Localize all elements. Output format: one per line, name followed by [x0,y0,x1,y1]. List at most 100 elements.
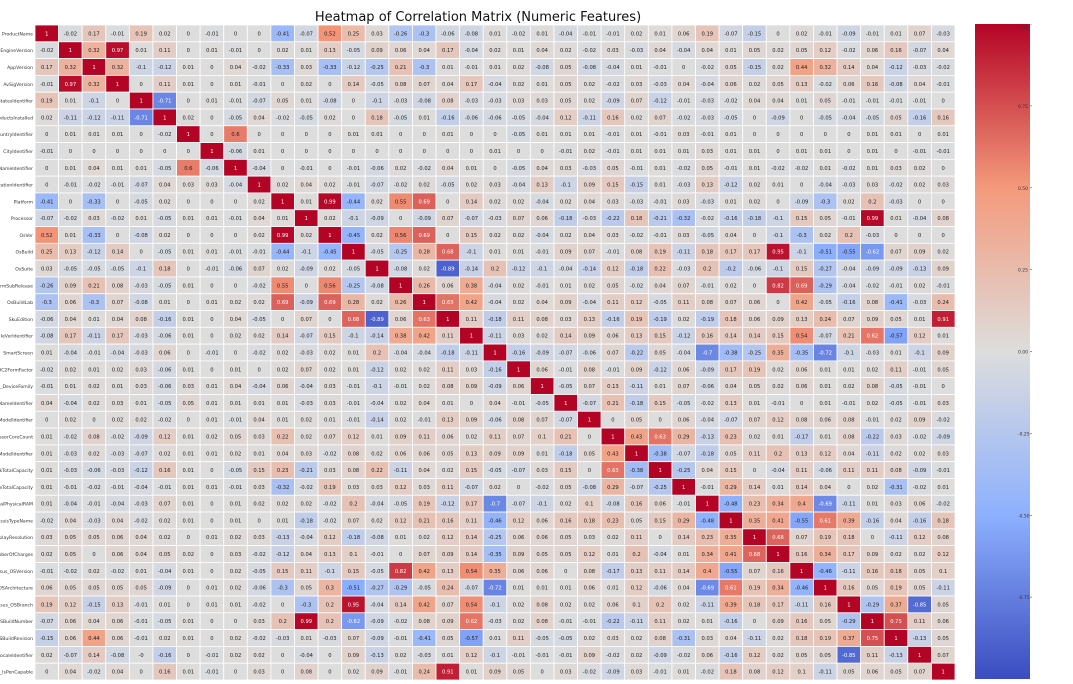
cell-value-label: 0 [328,670,331,676]
cell-value-label: -0.1 [348,216,358,222]
cell-value-label: -0.3 [42,300,52,306]
cell-value-label: 0 [423,132,426,138]
cell-value-label: -0.09 [370,216,383,222]
cell-value-label: 0.16 [607,115,619,121]
cell-value-label: 0 [847,132,850,138]
cell-value-label: -0.04 [819,183,833,189]
cell-value-label: -0.7 [702,351,712,357]
cell-value-label: -0.16 [488,367,501,373]
cell-value-label: -0.02 [677,166,690,172]
cell-value-label: -0.01 [465,65,478,71]
cell-value-label: 0.03 [678,132,690,138]
cell-value-label: 0.01 [183,82,195,88]
cell-value-label: -0.22 [606,619,619,625]
cell-value-label: -0.1 [773,216,783,222]
cell-value-label: 0 [163,149,166,155]
cell-value-label: 0.07 [937,653,949,659]
cell-value-label: -0.1 [773,267,783,273]
cell-value-label: -0.07 [724,31,737,37]
cell-value-label: -0.01 [347,418,360,424]
cell-value-label: 1 [69,48,72,54]
cell-value-label: 0.01 [253,149,265,155]
cell-value-label: 0.01 [65,166,77,172]
cell-value-label: 0.07 [725,300,737,306]
cell-value-label: 0.05 [442,451,454,457]
cell-value-label: 0.19 [324,485,336,491]
cell-value-label: -0.06 [229,149,242,155]
cell-value-label: 0.04 [843,451,855,457]
cell-value-label: 0.02 [489,485,501,491]
cell-value-label: 0.08 [890,468,902,474]
cell-value-label: 0 [399,216,402,222]
cell-value-label: 0.08 [418,619,430,625]
cell-value-label: 0.02 [560,199,572,205]
cell-value-label: 0.38 [395,334,407,340]
cell-value-label: -0.01 [559,149,572,155]
cell-value-label: -0.11 [677,250,690,256]
cell-value-label: 0.08 [135,317,147,323]
cell-value-label: -0.22 [630,351,643,357]
cell-value-label: 1 [234,166,237,172]
cell-value-label: -0.02 [252,552,265,558]
cell-value-label: -0.11 [488,334,501,340]
cell-value-label: 0.18 [937,518,949,524]
cell-value-label: 0.01 [607,586,619,592]
cell-value-label: -0.01 [653,199,666,205]
cell-value-label: 0 [187,48,190,54]
cell-value-label: 0.54 [466,569,478,575]
cell-value-label: -0.08 [323,99,336,105]
cell-value-label: -0.07 [512,468,525,474]
colorbar: 1.00 0.75 0.50 0.25 0.00 -0.25 -0.50 -0.75 [975,23,1035,680]
cell-value-label: 0.02 [230,636,242,642]
cell-value-label: -0.02 [842,166,855,172]
cell-value-label: 0.09 [371,670,383,676]
cell-value-label: 0.12 [348,434,360,440]
cell-value-label: 0.02 [418,183,430,189]
cell-value-label: 0.05 [65,535,77,541]
cell-value-label: 0.01 [536,451,548,457]
cell-value-label: -0.01 [347,166,360,172]
cell-value-label: 0.12 [324,535,336,541]
row-tick-label: GeoNameIdentifier [0,166,33,172]
cell-value-label: -0.01 [606,250,619,256]
cell-value-label: 0.01 [560,283,572,289]
cell-value-label: 0.04 [253,418,265,424]
row-tick-label: AvSigVersion [3,82,33,88]
cell-value-label: -0.04 [300,535,314,541]
cell-value-label: -0.26 [394,31,407,37]
cell-value-label: -0 [139,653,144,659]
cell-value-label: -0.09 [653,653,666,659]
cell-value-label: -0.01 [559,619,572,625]
cell-value-label: -0.04 [677,351,691,357]
cell-value-label: -0.05 [677,401,690,407]
cell-value-label: 0.4 [703,569,712,575]
cell-value-label: 0 [588,468,591,474]
cell-value-label: 0.05 [796,653,808,659]
cell-value-label: 0.09 [937,351,949,357]
cell-value-label: 0.03 [253,619,265,625]
row-tick-label: OsBuild [15,250,33,256]
cell-value-label: -0.02 [323,518,336,524]
cell-value-label: -0.16 [724,619,737,625]
cell-value-label: 0.01 [206,99,218,105]
cell-value-label: -0.12 [512,267,525,273]
cell-value-label: -0.05 [701,233,714,239]
cell-value-label: 0.01 [749,401,761,407]
cell-value-label: -0.02 [583,670,596,676]
cell-value-label: 0.02 [819,233,831,239]
cell-value-label: 0.02 [867,367,879,373]
cell-value-label: -0.07 [724,418,737,424]
cell-value-label: 0.02 [560,502,572,508]
row-tick-label: Census_OSUILocaleIdentifier [0,653,33,659]
cell-value-label: 1 [635,451,638,457]
cell-value-label: 0.04 [702,48,714,54]
cell-value-label: 0.12 [749,653,761,659]
cell-value-label: 0.16 [159,670,171,676]
cell-value-label: 0 [257,48,260,54]
cell-value-label: 0.82 [395,569,407,575]
cell-value-label: 0.08 [749,670,761,676]
cell-value-label: -0.04 [677,48,691,54]
cell-value-label: 0 [942,199,945,205]
cell-value-label: 0.17 [772,602,784,608]
cell-value-label: -0.05 [370,82,383,88]
